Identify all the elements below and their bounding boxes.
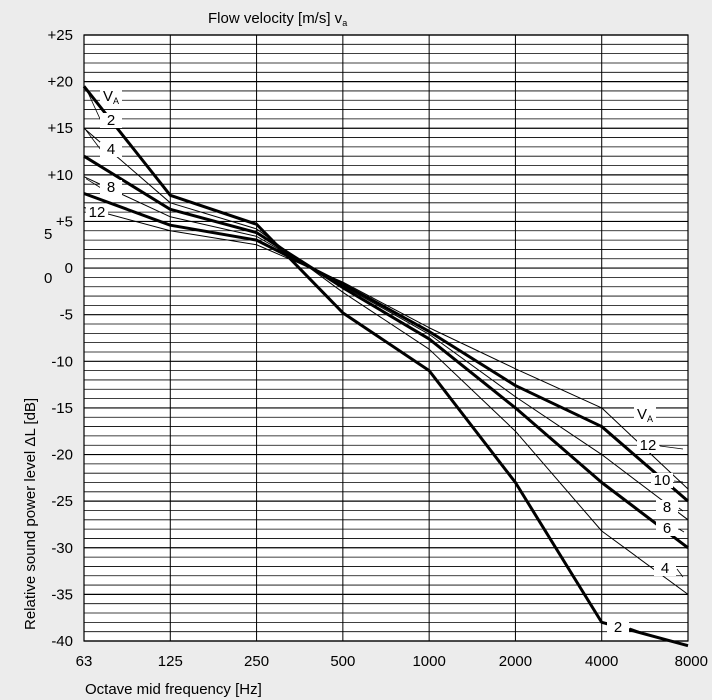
right-series-label-2: 2 [614,619,622,636]
plot-area [84,35,688,641]
left-mark-5: 5 [44,226,52,243]
y-axis-label: Relative sound power level ΔL [dB] [22,398,39,630]
left-series-label-4-bg [100,142,122,157]
y-tick-label: +20 [48,74,73,91]
left-series-label-2-bg [100,113,122,128]
left-leader-line [85,178,102,189]
x-tick-label: 8000 [675,653,708,670]
y-tick-label: -25 [51,493,73,510]
plot-border [83,34,689,642]
x-tick-label: 4000 [585,653,618,670]
y-tick-label: +10 [48,167,73,184]
right-leader-line [676,568,684,578]
y-tick-label: -15 [51,400,73,417]
chart-title-subscript: a [342,18,347,28]
y-tick-label: +5 [56,213,73,230]
y-tick-label: -40 [51,633,73,650]
y-tick-label: 0 [65,260,73,277]
right-leader-line [678,528,685,533]
left-series-label-12-bg [86,205,108,220]
right-va-header-bg [634,407,656,422]
right-leader-line [659,445,684,450]
left-series-label-8-bg [100,180,122,195]
x-tick-label: 2000 [499,653,532,670]
right-leader-line [629,627,653,637]
left-series-label-8: 8 [107,179,115,196]
y-tick-label: +25 [48,27,73,44]
right-series-label-8: 8 [663,499,671,516]
left-va-header-subscript: A [113,96,119,106]
chart-title: Flow velocity [m/s] va [208,10,347,28]
series-line-4 [83,127,689,595]
y-tick-label: -5 [60,307,73,324]
y-tick-label: -10 [51,353,73,370]
y-tick-label: -20 [51,447,73,464]
right-leader-line [678,507,684,512]
right-series-label-12: 12 [640,437,657,454]
right-va-header-subscript: A [647,414,653,424]
left-va-header-bg [100,89,122,104]
x-tick-label: 500 [330,653,355,670]
series-line-12 [83,206,689,490]
right-series-label-4: 4 [661,560,669,577]
y-tick-label: -30 [51,540,73,557]
series-line-6 [83,154,689,549]
series-line-2 [82,85,689,648]
left-series-label-4: 4 [107,141,115,158]
right-series-label-6-bg [656,521,678,536]
series-line-8 [83,176,689,521]
y-tick-label: -35 [51,586,73,603]
x-tick-label: 250 [244,653,269,670]
left-series-label-12: 12 [89,204,106,221]
series-line-10 [83,192,689,503]
x-tick-label: 63 [76,653,93,670]
right-series-label-8-bg [656,500,678,515]
right-series-label-4-bg [654,561,676,576]
tick-labels: +25 +20 +15 +10 +5 0 -5 -10 -15 -20 -25 -30 -35 -4063… [48,27,708,670]
x-tick-label: 125 [158,653,183,670]
right-series-label-10-bg [651,473,673,488]
y-tick-label: +15 [48,120,73,137]
right-series-label-2-bg [607,620,629,635]
right-leader-line [673,480,684,483]
x-axis-label: Octave mid frequency [Hz] [85,681,262,698]
right-series-label-12-bg [637,438,659,453]
right-series-label-6: 6 [663,520,671,537]
grid [83,34,689,642]
left-leader-line [85,129,102,151]
left-mark-0: 0 [44,270,52,287]
left-series-label-2: 2 [107,112,115,129]
left-leader-line [85,88,102,122]
x-tick-label: 1000 [412,653,445,670]
right-series-label-10: 10 [654,472,671,489]
series-lines [82,85,689,648]
